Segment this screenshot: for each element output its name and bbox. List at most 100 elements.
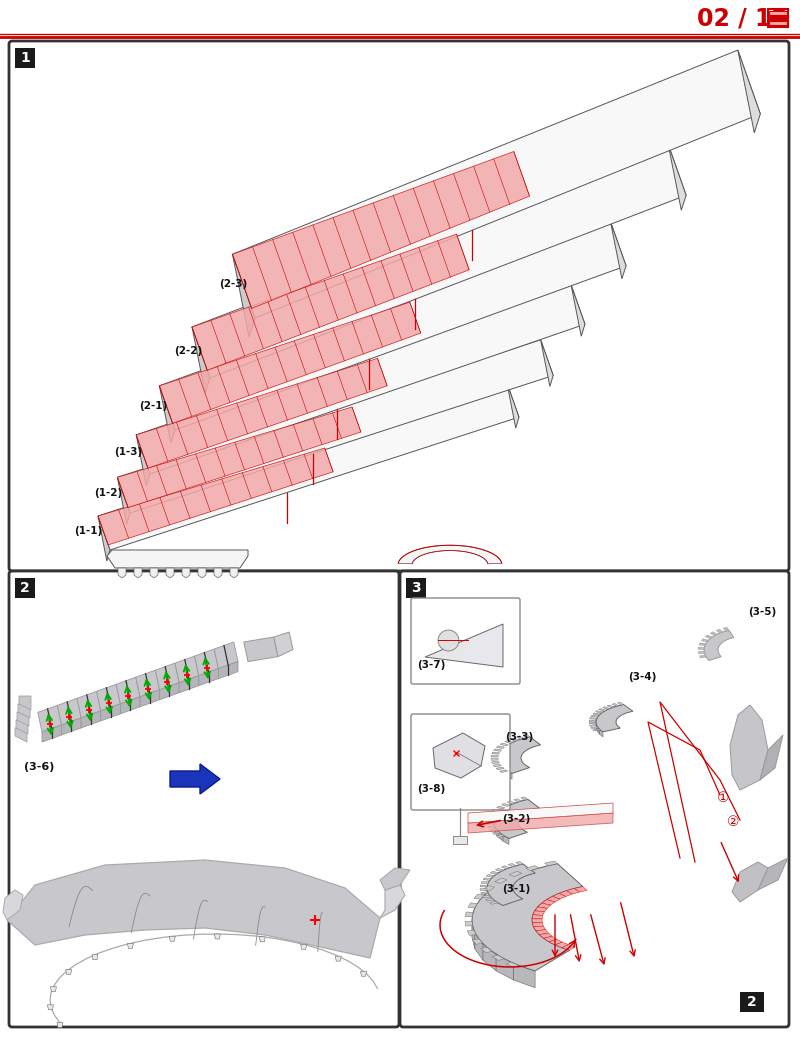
Polygon shape [468, 803, 613, 823]
Polygon shape [136, 359, 387, 468]
Polygon shape [233, 50, 760, 318]
Polygon shape [507, 801, 515, 804]
Polygon shape [500, 743, 508, 746]
Polygon shape [468, 813, 613, 833]
Polygon shape [590, 727, 598, 729]
Polygon shape [536, 930, 549, 935]
Text: (2-3): (2-3) [218, 279, 247, 289]
Polygon shape [545, 861, 558, 865]
Polygon shape [566, 888, 579, 894]
Polygon shape [214, 642, 238, 669]
Polygon shape [519, 800, 528, 808]
Polygon shape [481, 881, 489, 884]
Text: (2-1): (2-1) [138, 400, 167, 411]
Polygon shape [492, 898, 497, 908]
Text: (1-3): (1-3) [114, 447, 142, 458]
Polygon shape [514, 799, 522, 802]
Polygon shape [498, 752, 500, 761]
Polygon shape [595, 710, 603, 713]
Polygon shape [499, 763, 502, 773]
Polygon shape [480, 888, 487, 890]
Polygon shape [498, 736, 541, 774]
Polygon shape [233, 152, 530, 309]
Polygon shape [170, 764, 220, 794]
Polygon shape [466, 912, 473, 917]
Polygon shape [597, 716, 599, 723]
Polygon shape [546, 896, 560, 902]
Polygon shape [3, 890, 23, 920]
Text: (3-5): (3-5) [748, 607, 776, 617]
Polygon shape [487, 889, 489, 901]
Polygon shape [512, 869, 533, 894]
Polygon shape [98, 516, 110, 561]
Polygon shape [503, 745, 508, 754]
Polygon shape [543, 936, 557, 942]
Polygon shape [522, 736, 530, 745]
Polygon shape [483, 878, 491, 881]
Polygon shape [425, 624, 503, 667]
Polygon shape [492, 955, 504, 961]
Polygon shape [214, 934, 220, 939]
Polygon shape [516, 861, 523, 865]
Polygon shape [494, 800, 539, 838]
Polygon shape [274, 632, 293, 656]
Polygon shape [506, 866, 514, 876]
Polygon shape [533, 911, 545, 915]
Polygon shape [502, 865, 510, 869]
Polygon shape [606, 708, 611, 716]
Polygon shape [134, 568, 142, 578]
Polygon shape [507, 383, 519, 428]
Polygon shape [194, 649, 218, 676]
Polygon shape [495, 868, 503, 872]
Polygon shape [62, 718, 81, 735]
Polygon shape [136, 670, 159, 697]
Polygon shape [492, 832, 501, 834]
Polygon shape [380, 868, 410, 890]
Polygon shape [492, 761, 499, 763]
Polygon shape [7, 860, 380, 958]
Polygon shape [474, 898, 482, 926]
Polygon shape [589, 720, 596, 722]
Polygon shape [494, 878, 507, 883]
Polygon shape [486, 899, 494, 901]
Polygon shape [498, 831, 503, 841]
Polygon shape [618, 702, 623, 705]
Text: (3-3): (3-3) [505, 732, 534, 742]
Polygon shape [467, 930, 476, 935]
Polygon shape [612, 703, 618, 706]
Polygon shape [361, 971, 366, 977]
Polygon shape [136, 285, 585, 474]
Polygon shape [487, 864, 535, 906]
Polygon shape [490, 902, 498, 905]
Polygon shape [506, 962, 518, 967]
Bar [769, 21, 787, 25]
Text: 2: 2 [747, 995, 757, 1009]
Polygon shape [730, 705, 768, 790]
Text: (3-4): (3-4) [628, 672, 656, 682]
Polygon shape [107, 550, 248, 568]
Polygon shape [98, 448, 333, 545]
Polygon shape [490, 872, 498, 875]
Polygon shape [491, 758, 498, 760]
Polygon shape [502, 766, 506, 776]
Polygon shape [496, 768, 504, 770]
Text: 3: 3 [411, 581, 421, 595]
Polygon shape [596, 704, 633, 732]
Polygon shape [539, 933, 552, 938]
Polygon shape [532, 922, 543, 927]
Polygon shape [480, 885, 487, 887]
Polygon shape [593, 729, 600, 731]
Polygon shape [598, 727, 600, 734]
Polygon shape [38, 705, 62, 732]
Polygon shape [516, 736, 523, 739]
Polygon shape [514, 864, 523, 873]
Polygon shape [475, 932, 483, 960]
Polygon shape [233, 254, 255, 337]
Polygon shape [494, 764, 502, 766]
Text: (3-8): (3-8) [417, 784, 446, 794]
Polygon shape [17, 712, 29, 726]
Polygon shape [497, 746, 505, 749]
FancyBboxPatch shape [411, 598, 520, 684]
Polygon shape [723, 627, 729, 631]
Polygon shape [590, 725, 597, 726]
